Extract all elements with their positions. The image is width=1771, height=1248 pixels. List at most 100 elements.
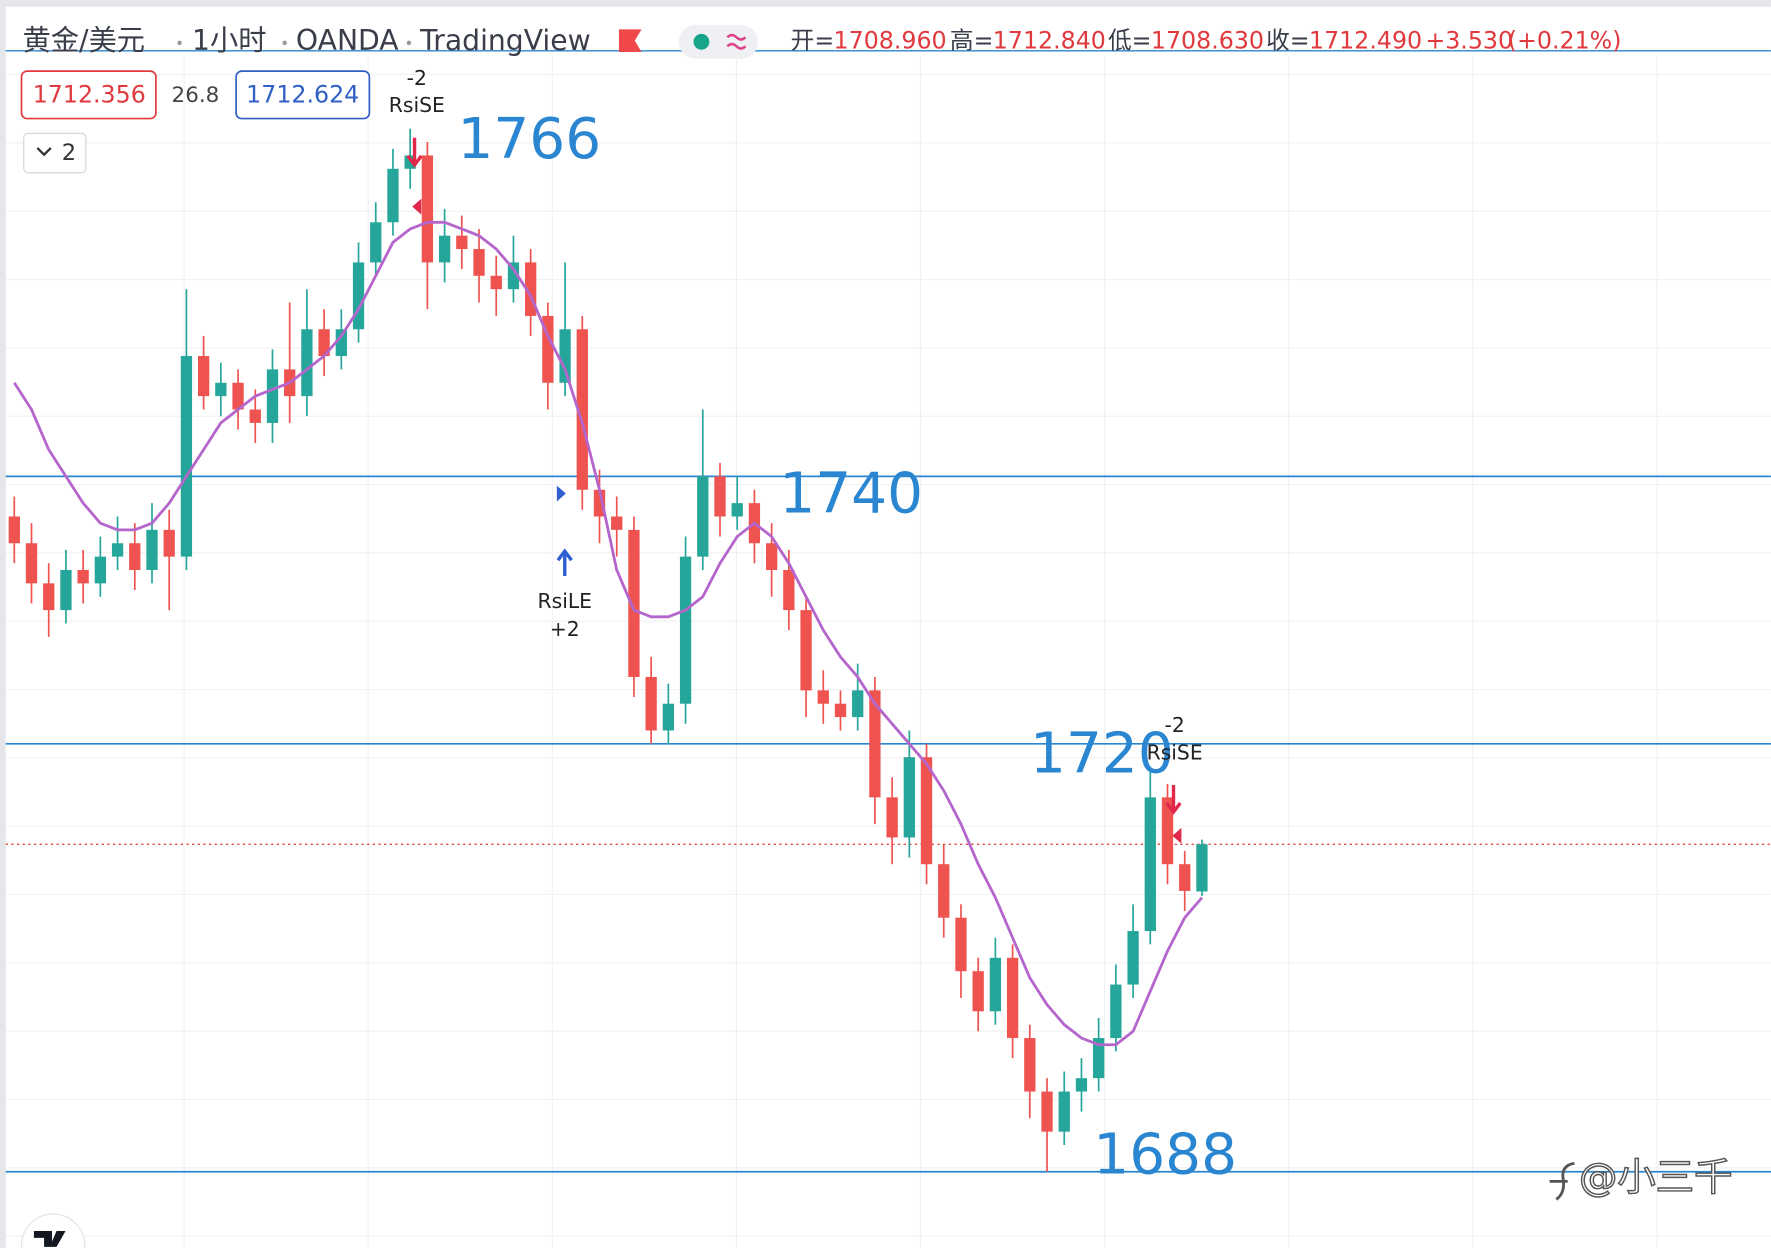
candle-body [25, 543, 38, 584]
collapse-button[interactable] [23, 132, 87, 174]
candle-body [852, 690, 864, 718]
candle-body [249, 409, 261, 423]
signal-arrow [1165, 784, 1182, 815]
signal-label: -2 [1164, 713, 1184, 737]
sell-button[interactable] [20, 70, 157, 120]
moving-average [13, 220, 1204, 1047]
candle-body [1144, 797, 1156, 932]
candle-body [129, 543, 141, 570]
signal-arrow [406, 137, 423, 168]
candle-body [8, 516, 20, 544]
ohlc-key: 低= [1108, 26, 1152, 54]
candle-body [869, 690, 881, 798]
candle-body [628, 529, 640, 677]
separator [406, 40, 412, 46]
candle-body [180, 356, 193, 557]
candle-body [507, 262, 520, 290]
candle-body [438, 235, 451, 263]
logo[interactable] [20, 1213, 86, 1248]
buy-button[interactable] [235, 70, 371, 120]
candle-body [1041, 1091, 1053, 1132]
candle-body [352, 262, 365, 330]
buy-price: 1712.624 [246, 81, 359, 109]
candle-body [301, 329, 313, 397]
candle-body [94, 556, 107, 584]
candle-body [370, 222, 382, 263]
separator [282, 40, 287, 46]
candle-body [43, 583, 55, 611]
change: +3.530 [1425, 26, 1513, 54]
candle-body [920, 757, 933, 865]
candle-body [731, 503, 743, 517]
candle-body [1110, 984, 1122, 1039]
candle-body [1127, 931, 1139, 985]
candle-body [456, 235, 468, 250]
spread: 26.8 [172, 83, 220, 108]
symbol: 黄金/美元 [23, 24, 145, 57]
ohlc-key: 开= [791, 26, 835, 54]
status-pill[interactable] [678, 24, 758, 59]
candle-body [266, 369, 279, 423]
candle-body [697, 476, 709, 557]
candle-body [593, 489, 606, 517]
platform: TradingView [419, 24, 591, 57]
signal-marker [412, 198, 422, 215]
candle-body [335, 329, 347, 357]
candle-body [421, 155, 434, 263]
signal-marker [556, 485, 566, 502]
flag-icon[interactable] [618, 29, 642, 52]
ohlc-key: 收= [1266, 26, 1310, 54]
candle-body [146, 529, 158, 570]
level-label: 1688 [1093, 1122, 1237, 1187]
signal-label: RsiLE [537, 589, 592, 613]
candle-body [77, 569, 89, 584]
left-strip [0, 0, 6, 1248]
source: OANDA [296, 24, 399, 57]
candle-body [714, 476, 726, 517]
candle-body [318, 329, 330, 357]
ohlc-value: 1708.960 [834, 26, 947, 54]
candle-body [765, 543, 778, 570]
ohlc-value: 1712.840 [993, 26, 1106, 54]
signal-label: +2 [550, 617, 580, 641]
candle-body [1075, 1078, 1088, 1092]
candle-body [955, 917, 967, 972]
status-wave [726, 33, 747, 50]
candle-body [559, 329, 571, 383]
ohlc-value: 1712.490 [1309, 26, 1422, 54]
chevron [36, 147, 52, 157]
candle-body [1196, 844, 1208, 892]
candle-body [1006, 957, 1019, 1039]
candle-body [232, 382, 244, 410]
top-strip [0, 0, 1771, 7]
separator [177, 40, 182, 46]
candle-body [163, 529, 175, 557]
signal-arrow [556, 548, 573, 576]
candle-body [783, 569, 795, 611]
ohlc-key: 高= [950, 26, 994, 54]
collapse-count: 2 [62, 140, 76, 166]
level-label: 1740 [779, 462, 923, 527]
candle-body [679, 556, 692, 704]
candle-body [1058, 1091, 1070, 1132]
candle-body [662, 703, 675, 731]
candle-body [817, 690, 829, 704]
candle-body [111, 543, 124, 557]
candle-body [387, 168, 399, 223]
candle-body [1093, 1038, 1105, 1079]
candle-body [542, 315, 554, 383]
candle-body [1179, 864, 1191, 891]
candle-body [972, 971, 984, 1012]
candle-body [525, 262, 537, 316]
candle-body [611, 516, 623, 530]
candle-body [197, 356, 210, 397]
candle-body [645, 676, 657, 731]
plot: 1740 1720 1688 1766 -2 RsiSE RsiLE +2 -2 RsiSE [5, 66, 1771, 1187]
candle-body [1024, 1038, 1036, 1092]
candle-body [473, 249, 485, 276]
peak-label: 1766 [457, 107, 601, 172]
candle-body [938, 864, 950, 918]
grid [5, 56, 1771, 1248]
